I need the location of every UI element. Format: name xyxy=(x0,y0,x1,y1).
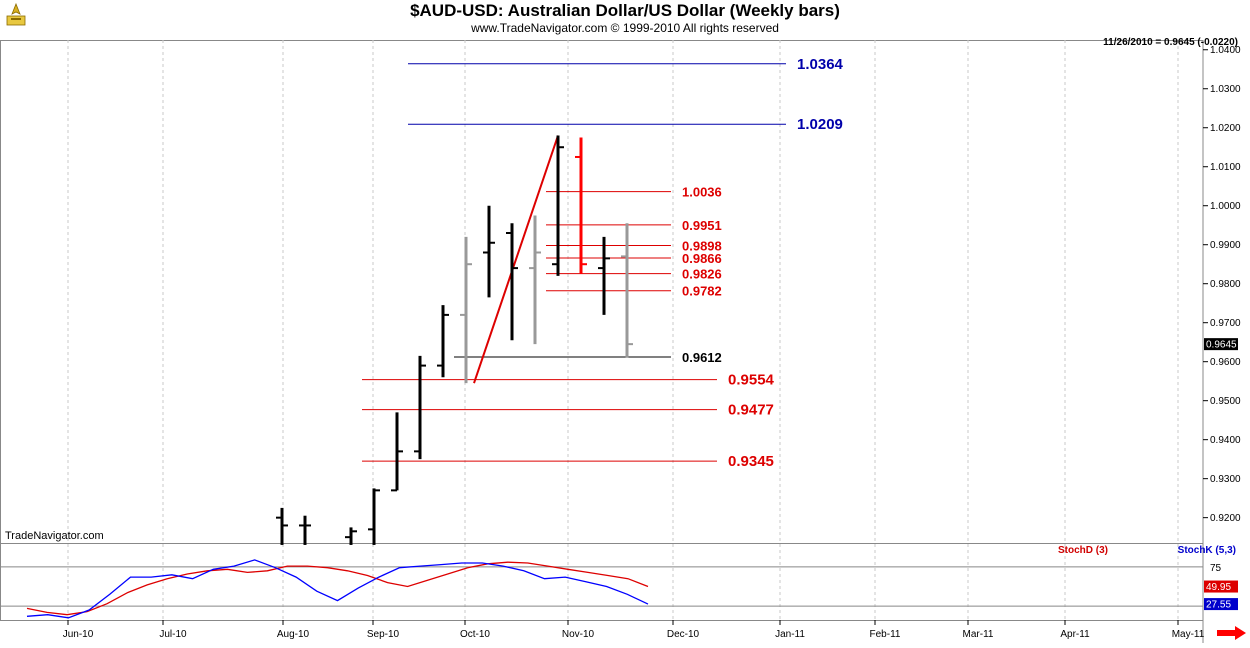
x-tick-label: Jun-10 xyxy=(63,629,94,640)
level-label: 0.9826 xyxy=(682,267,722,282)
x-tick-label: Oct-10 xyxy=(460,629,490,640)
y-tick-label: 0.9700 xyxy=(1210,318,1241,329)
brand-label: TradeNavigator.com xyxy=(5,530,104,542)
y-tick-label: 1.0400 xyxy=(1210,45,1241,56)
x-tick-label: Jan-11 xyxy=(775,629,805,640)
y-tick-label: 1.0300 xyxy=(1210,84,1241,95)
x-tick-label: Nov-10 xyxy=(562,629,595,640)
level-label: 0.9951 xyxy=(682,218,722,233)
x-tick-label: Aug-10 xyxy=(277,629,310,640)
chart-subtitle: www.TradeNavigator.com © 1999-2010 All r… xyxy=(471,21,779,35)
price-readout: 11/26/2010 = 0.9645 (-0.0220) xyxy=(1103,37,1238,48)
stoch-k-value: 27.55 xyxy=(1206,600,1231,611)
level-label: 0.9345 xyxy=(728,453,774,470)
stoch-d-legend: StochD (3) xyxy=(1058,545,1108,556)
stoch-level-label: 75 xyxy=(1210,563,1222,574)
y-tick-label: 0.9500 xyxy=(1210,396,1241,407)
level-label: 0.9554 xyxy=(728,372,775,389)
chart-title: $AUD-USD: Australian Dollar/US Dollar (W… xyxy=(410,1,840,20)
tradenavigator-logo-icon xyxy=(6,2,26,26)
scroll-right-arrow-icon[interactable] xyxy=(1217,626,1247,640)
level-label: 1.0209 xyxy=(797,116,843,133)
level-label: 0.9782 xyxy=(682,284,722,299)
level-label: 0.9477 xyxy=(728,402,774,419)
x-tick-label: Apr-11 xyxy=(1060,629,1090,640)
x-tick-label: Sep-10 xyxy=(367,629,400,640)
trend-line xyxy=(473,135,559,384)
stoch-pane-frame xyxy=(0,543,1204,621)
x-tick-label: May-11 xyxy=(1172,629,1205,640)
last-price-label: 0.9645 xyxy=(1206,340,1237,351)
level-label: 1.0364 xyxy=(797,56,844,73)
x-tick-label: Dec-10 xyxy=(667,629,700,640)
y-tick-label: 0.9800 xyxy=(1210,279,1241,290)
stoch-d-value-box xyxy=(1204,580,1238,593)
stoch-k-legend: StochK (5,3) xyxy=(1177,545,1236,556)
stoch-d-value: 49.95 xyxy=(1206,582,1231,593)
y-tick-label: 0.9400 xyxy=(1210,435,1241,446)
y-tick-label: 1.0000 xyxy=(1210,201,1241,212)
stoch-k-line xyxy=(26,559,649,619)
level-label: 1.0036 xyxy=(682,185,722,200)
level-label: 0.9866 xyxy=(682,251,722,266)
y-tick-label: 0.9300 xyxy=(1210,474,1241,485)
stoch-k-value-box xyxy=(1204,598,1238,611)
y-tick-label: 0.9900 xyxy=(1210,240,1241,251)
y-tick-label: 0.9200 xyxy=(1210,513,1241,524)
last-price-box xyxy=(1204,338,1238,351)
x-tick-label: Feb-11 xyxy=(870,629,901,640)
main-pane-frame xyxy=(0,40,1204,544)
level-label: 0.9612 xyxy=(682,350,722,365)
x-tick-label: Jul-10 xyxy=(159,629,187,640)
stoch-d-line xyxy=(26,561,649,616)
level-label: 0.9898 xyxy=(682,238,722,253)
y-tick-label: 1.0200 xyxy=(1210,123,1241,134)
y-tick-label: 1.0100 xyxy=(1210,162,1241,173)
x-tick-label: Mar-11 xyxy=(963,629,994,640)
y-tick-label: 0.9600 xyxy=(1210,357,1241,368)
